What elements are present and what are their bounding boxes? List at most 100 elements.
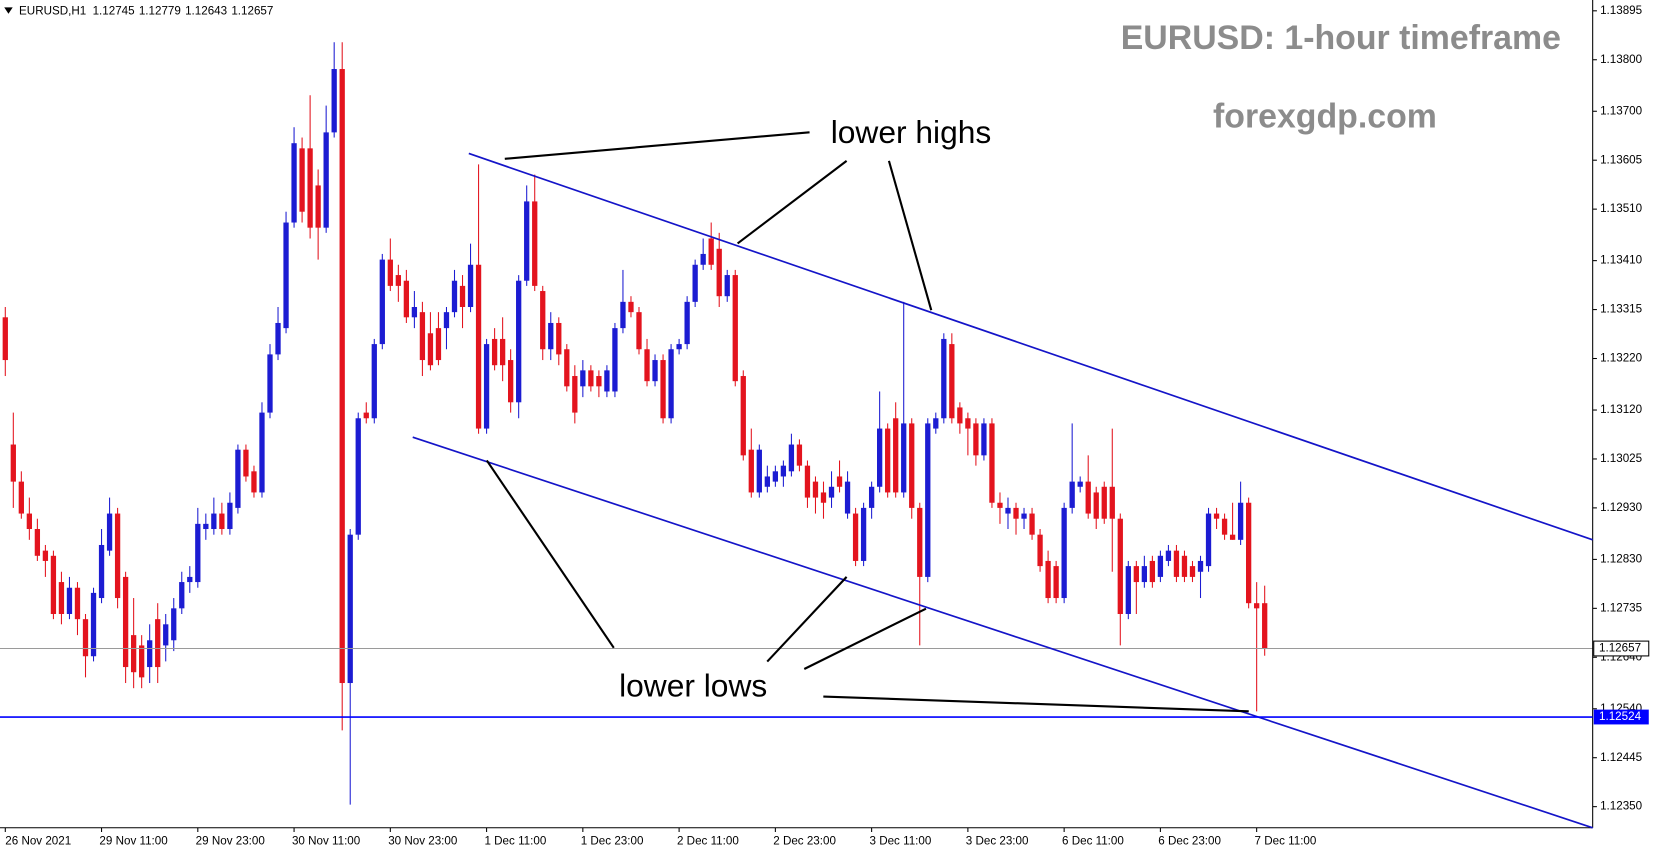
candle-body [973,423,979,456]
pointer [803,607,927,670]
support-label: 1.12524 [1599,710,1642,723]
candle-body [957,407,963,424]
candle-body [1085,481,1091,514]
header-low: 1.12643 [185,5,227,18]
x-tick-label: 1 Dec 23:00 [581,835,644,848]
candle-body [1069,481,1075,508]
candle-body [251,471,257,493]
candle-body [147,640,153,668]
candle-body [235,449,241,508]
candle-body [828,486,835,498]
candle-body [724,275,730,297]
candle-body [660,360,666,419]
candle-body [901,423,907,493]
candle-body [66,587,73,615]
candle-body [315,185,321,228]
candle-body [780,465,787,477]
candle-body [941,338,947,419]
candle-body [628,301,634,313]
x-tick-label: 30 Nov 23:00 [388,835,458,848]
candle-body [1221,518,1228,535]
pointer [887,160,933,311]
candle-body [588,370,594,387]
candle-body [1157,555,1164,577]
candle-body [283,222,289,329]
candle-body [1021,513,1027,519]
candle-body [540,291,546,350]
support-label-box [1593,709,1649,725]
y-tick-label: 1.12930 [1600,501,1643,514]
pointer [823,695,1249,713]
candle-body [179,582,185,609]
x-tick-label: 2 Dec 11:00 [677,835,739,848]
x-tick-label: 30 Nov 11:00 [292,835,361,848]
candle-body [933,418,939,429]
x-tick-label: 29 Nov 11:00 [99,835,168,848]
candle-body [580,370,586,387]
candle-body [1213,513,1220,519]
candle-body [692,264,698,302]
y-tick-label: 1.13700 [1600,104,1643,117]
candle-body [572,376,578,413]
y-tick-label: 1.13410 [1600,254,1643,267]
y-tick-label: 1.13315 [1600,303,1642,316]
chart-title: EURUSD: 1-hour timeframe [1121,19,1561,57]
y-tick-label: 1.12735 [1600,601,1642,614]
candle-body [1117,518,1123,615]
y-tick-label: 1.13120 [1600,403,1643,416]
candle-body [676,344,682,350]
header: EURUSD,H1 1.12745 1.12779 1.12643 1.12657 [19,5,273,18]
candle-body [844,481,851,514]
candle-body [371,344,377,419]
candle-body [748,449,754,493]
candle-body [275,322,281,355]
annotation: lower highs [831,114,992,150]
candle-body [98,544,105,599]
y-tick-label: 1.12830 [1600,552,1643,565]
candle-body [18,481,24,514]
x-tick-label: 6 Dec 11:00 [1062,835,1124,848]
candle-body [339,69,345,684]
plot [0,42,1593,805]
candle-body [243,449,249,477]
candle-body [532,201,538,286]
watermark: forexgdp.com [1213,97,1437,135]
candle-body [130,635,137,673]
candle-body [1125,566,1131,615]
symbol: EURUSD,H1 [19,5,86,18]
y-tick-label: 1.13800 [1600,53,1643,66]
candle-body [524,201,530,281]
candle-body [516,280,522,403]
candle-body [1229,534,1236,540]
candle-body [716,248,722,297]
pointer [766,576,848,663]
candle-body [347,534,353,684]
y-tick-label: 1.12350 [1600,800,1643,813]
candle-body [965,418,971,429]
header-arrow [4,7,13,14]
candle-body [427,333,434,366]
candle-body [1165,550,1172,561]
candle-body [644,349,650,382]
candle-body [467,264,474,308]
header-high: 1.12779 [139,5,181,18]
candle-body [1037,534,1043,567]
header-close: 1.12657 [231,5,273,18]
candle-body [187,576,193,583]
candle-body [708,238,714,265]
candle-body [1141,566,1148,583]
candle-body [171,608,177,641]
candle-body [684,301,690,345]
candle-body [604,370,610,392]
candle-body [90,592,97,657]
candle-body [435,328,442,361]
candle-body [331,69,337,133]
x-tick-label: 26 Nov 2021 [5,835,71,848]
annotation: lower lows [619,667,767,703]
candle-body [925,423,931,577]
header-open: 1.12745 [93,5,135,18]
x-tick-label: 2 Dec 23:00 [773,835,836,848]
candle-body [636,312,642,350]
candle-body [34,529,41,556]
candle-body [1013,507,1019,519]
